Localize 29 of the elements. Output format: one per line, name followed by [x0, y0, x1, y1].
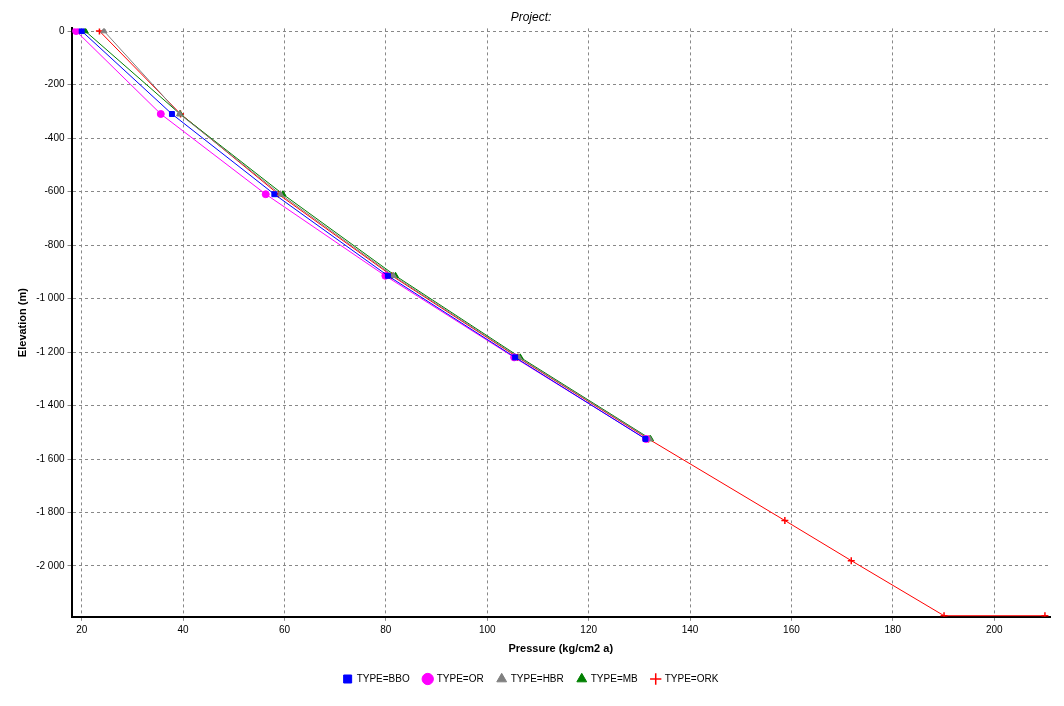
y-tick-label: -1 000: [36, 292, 65, 304]
y-axis-title: Elevation (m): [15, 287, 28, 358]
legend-label: TYPE=ORK: [664, 672, 719, 684]
x-tick-label: 80: [380, 623, 392, 635]
x-tick-label: 20: [76, 623, 88, 635]
y-tick-label: -800: [44, 238, 65, 250]
y-tick-label: 0: [58, 24, 65, 36]
y-tick-label: -200: [44, 78, 65, 90]
legend-label: TYPE=BBO: [356, 672, 410, 684]
chart-title: Project:: [510, 9, 552, 24]
x-tick-label: 200: [985, 623, 1004, 635]
legend-label: TYPE=OR: [436, 672, 484, 684]
x-axis-title: Pressure (kg/cm2 a): [508, 642, 614, 655]
y-tick-label: -400: [44, 131, 65, 143]
x-tick-label: 140: [681, 623, 699, 635]
x-tick-label: 60: [278, 623, 291, 635]
y-tick-label: -1 800: [36, 506, 65, 518]
x-tick-label: 40: [177, 623, 190, 635]
legend-label: TYPE=HBR: [510, 672, 564, 684]
y-tick-label: -600: [44, 185, 65, 197]
x-tick-label: 180: [884, 623, 902, 635]
x-tick-label: 120: [580, 623, 598, 635]
x-tick-label: 160: [783, 623, 801, 635]
y-tick-label: -2 000: [36, 559, 65, 571]
y-tick-label: -1 200: [36, 345, 65, 357]
y-tick-label: -1 400: [36, 399, 65, 411]
legend-label: TYPE=MB: [590, 672, 639, 684]
x-tick-label: 100: [478, 623, 497, 635]
y-tick-label: -1 600: [36, 452, 65, 464]
